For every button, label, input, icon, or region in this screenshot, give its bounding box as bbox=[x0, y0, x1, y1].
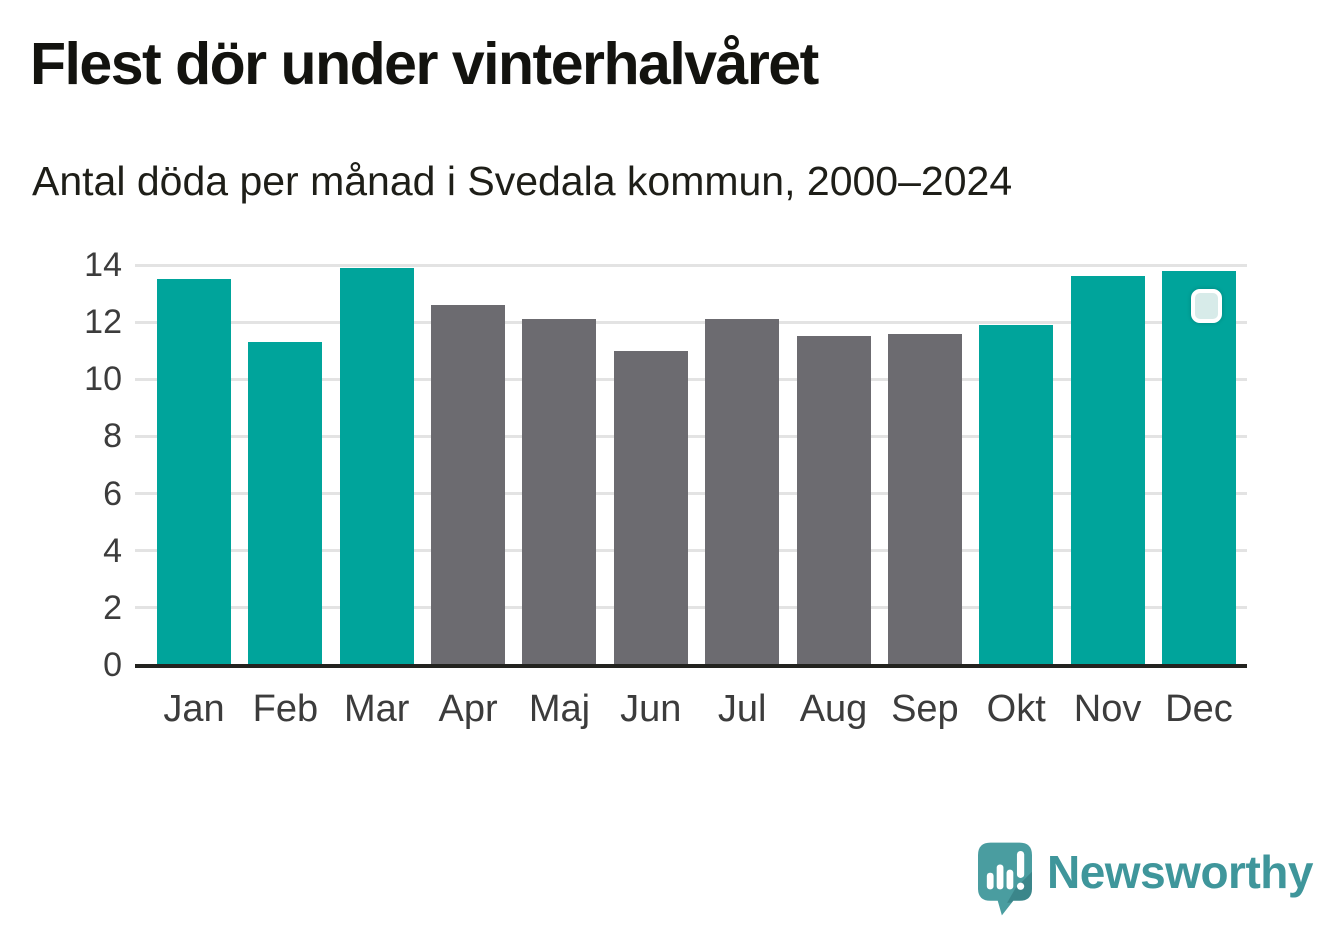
newsworthy-logo-icon bbox=[978, 842, 1032, 916]
x-axis-line bbox=[135, 664, 1247, 668]
chart-subtitle: Antal döda per månad i Svedala kommun, 2… bbox=[32, 158, 1013, 204]
x-tick-label-nov: Nov bbox=[1073, 688, 1142, 730]
x-tick-label-okt: Okt bbox=[986, 688, 1046, 730]
rounded-square-marker-icon[interactable] bbox=[1191, 289, 1222, 323]
gridline bbox=[135, 434, 1247, 438]
newsworthy-wordmark: Newsworthy bbox=[1047, 846, 1313, 898]
x-tick-label-jun: Jun bbox=[620, 688, 682, 730]
bar-aug bbox=[796, 336, 871, 665]
x-tick-label-feb: Feb bbox=[252, 688, 319, 730]
x-tick-label-jan: Jan bbox=[163, 688, 225, 730]
bar-feb bbox=[248, 342, 323, 665]
bar-sep bbox=[887, 333, 962, 665]
x-tick-label-maj: Maj bbox=[528, 688, 591, 730]
bar-nov bbox=[1070, 276, 1145, 665]
y-tick-label: 0 bbox=[103, 646, 122, 684]
x-tick-label-apr: Apr bbox=[438, 688, 498, 730]
x-tick-label-mar: Mar bbox=[343, 688, 410, 730]
gridline bbox=[135, 606, 1247, 610]
gridline bbox=[135, 492, 1247, 496]
x-tick-label-dec: Dec bbox=[1165, 688, 1233, 730]
y-tick-label: 12 bbox=[84, 303, 122, 342]
y-tick-label: 14 bbox=[84, 246, 122, 284]
bar-dec bbox=[1161, 270, 1236, 665]
x-tick-label-aug: Aug bbox=[799, 688, 868, 730]
chart-title: Flest dör under vinterhalvåret bbox=[30, 31, 819, 97]
y-tick-label: 6 bbox=[103, 474, 122, 513]
gridline bbox=[135, 377, 1247, 381]
gridline bbox=[135, 263, 1247, 267]
bar-jul bbox=[705, 319, 780, 665]
x-tick-label-sep: Sep bbox=[891, 688, 959, 730]
x-tick-label-jul: Jul bbox=[717, 688, 767, 730]
y-tick-label: 2 bbox=[103, 588, 122, 627]
newsworthy-logo: Newsworthy bbox=[978, 842, 1313, 916]
bar-jun bbox=[613, 350, 688, 665]
y-tick-label: 10 bbox=[84, 360, 122, 399]
bar-mar bbox=[339, 267, 414, 665]
y-tick-label: 4 bbox=[103, 531, 122, 570]
bar-apr bbox=[431, 305, 506, 665]
bar-maj bbox=[522, 319, 597, 665]
gridline bbox=[135, 320, 1247, 324]
y-tick-label: 8 bbox=[103, 417, 122, 456]
bar-jan bbox=[157, 279, 231, 665]
bar-okt bbox=[979, 325, 1054, 665]
gridline bbox=[135, 549, 1247, 553]
